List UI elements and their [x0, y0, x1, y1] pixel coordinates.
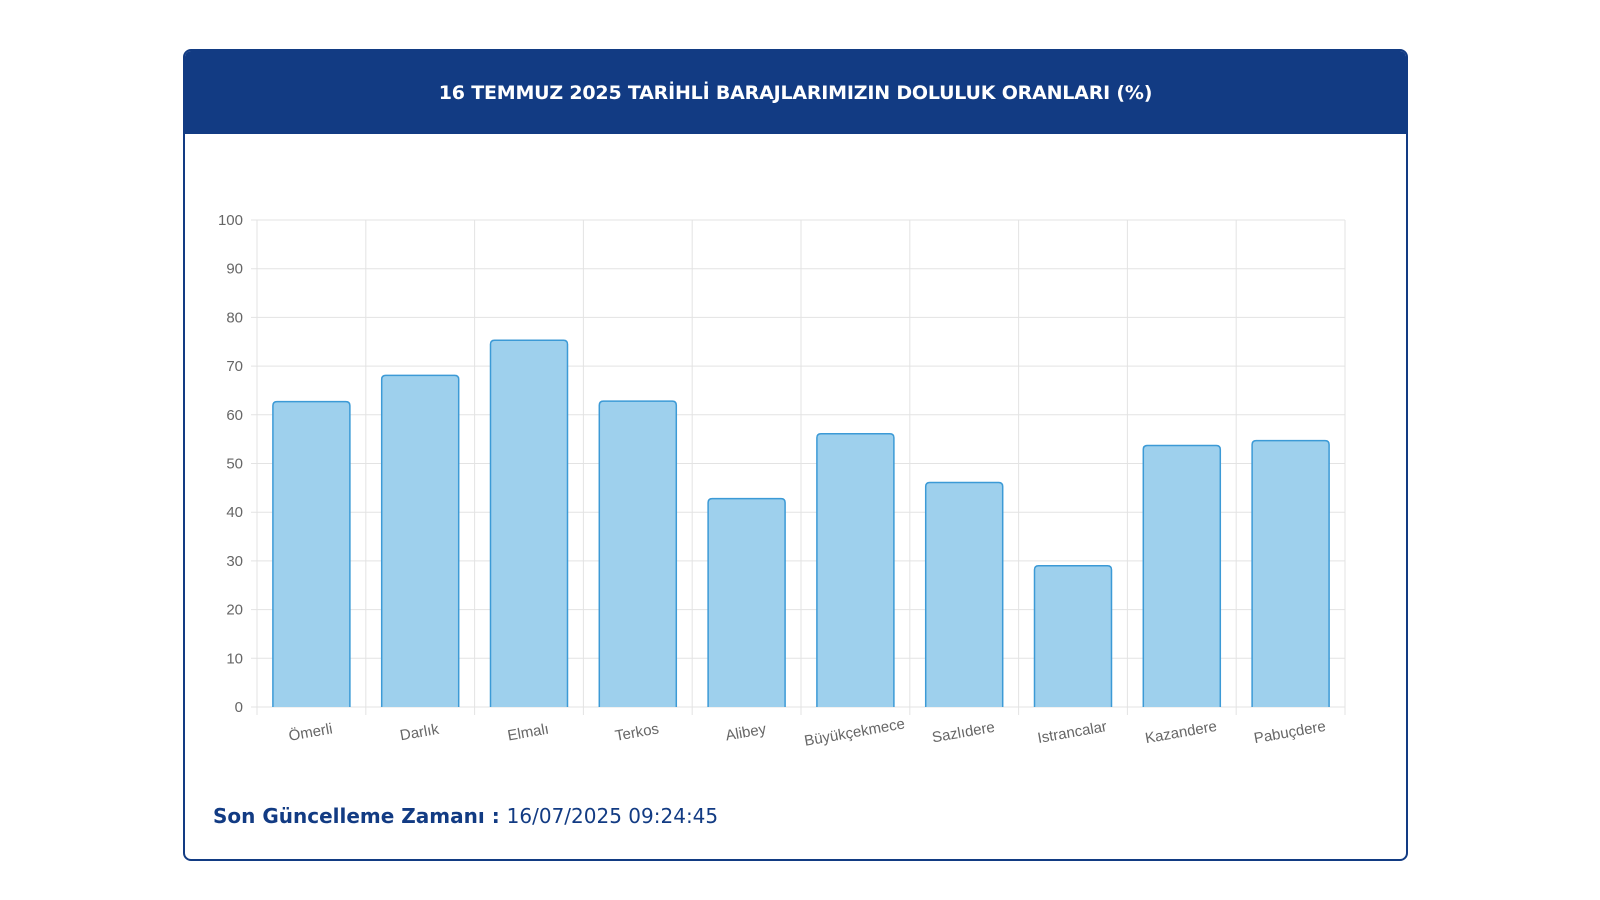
x-tick-label: Terkos [614, 720, 660, 744]
y-tick-label: 10 [226, 650, 243, 667]
x-tick-label: Darlık [399, 721, 441, 745]
x-tick-label: Sazlıdere [931, 719, 996, 747]
x-tick-label: Büyükçekmece [803, 715, 906, 749]
bar-darlık [380, 374, 460, 707]
chart-title: 16 TEMMUZ 2025 TARİHLİ BARAJLARIMIZIN DO… [438, 81, 1153, 104]
last-update-label: Son Güncelleme Zamanı [213, 804, 485, 828]
y-tick-label: 30 [226, 553, 243, 570]
bar-ömerli [272, 400, 351, 707]
bar-elmalı [489, 339, 569, 707]
bar-istrancalar [1033, 565, 1113, 707]
x-tick-label: Alibey [724, 721, 768, 745]
y-tick-label: 80 [226, 309, 243, 326]
x-tick-label: Elmalı [506, 721, 550, 745]
chart-area: 0 10 20 30 40 50 60 70 80 90 100 Ömerli Darlık Elmalı… [185, 134, 1406, 774]
x-tick-label: Istrancalar [1036, 718, 1108, 747]
x-tick-label: Pabuçdere [1253, 718, 1327, 747]
last-update-timestamp: 16/07/2025 09:24:45 [506, 804, 719, 828]
last-update-separator: : [484, 804, 507, 828]
dam-occupancy-card: 16 TEMMUZ 2025 TARİHLİ BARAJLARIMIZIN DO… [183, 49, 1408, 861]
y-tick-label: 0 [235, 699, 243, 716]
y-tick-label: 70 [226, 358, 243, 375]
y-tick-label: 60 [226, 407, 243, 424]
y-tick-label: 20 [226, 602, 243, 619]
last-update: Son Güncelleme Zamanı : 16/07/2025 09:24… [213, 804, 718, 828]
x-tick-label: Ömerli [287, 719, 334, 744]
bar-büyükçekmece [816, 433, 895, 707]
x-tick-label: Kazandere [1144, 718, 1218, 747]
card-header: 16 TEMMUZ 2025 TARİHLİ BARAJLARIMIZIN DO… [185, 51, 1406, 134]
y-tick-label: 40 [226, 504, 243, 521]
bar-sazlıdere [924, 481, 1004, 707]
bar-chart: 0 10 20 30 40 50 60 70 80 90 100 Ömerli Darlık Elmalı… [218, 212, 1346, 750]
bar-kazandere [1142, 444, 1222, 707]
y-tick-label: 90 [226, 261, 243, 278]
y-tick-label: 50 [226, 456, 243, 473]
bar-pabuçdere [1251, 439, 1330, 707]
bar-alibey [707, 497, 786, 707]
bar-terkos [598, 400, 678, 707]
y-tick-label: 100 [218, 212, 243, 229]
